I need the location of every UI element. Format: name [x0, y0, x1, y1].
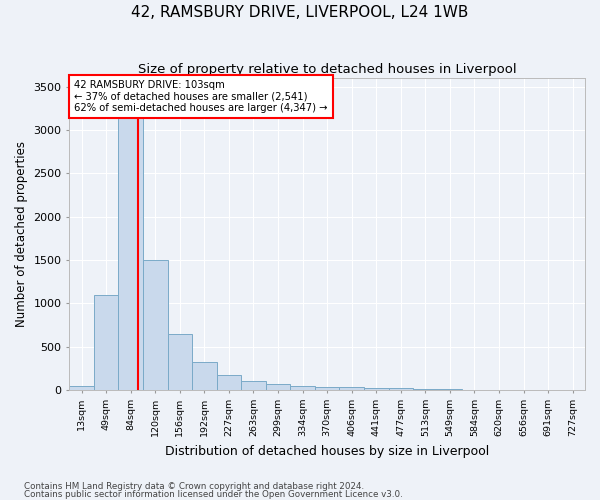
Bar — [167, 334, 192, 390]
Bar — [266, 384, 290, 390]
Bar — [94, 294, 118, 390]
Bar — [315, 386, 340, 390]
Bar — [143, 260, 167, 390]
Bar — [118, 93, 143, 390]
X-axis label: Distribution of detached houses by size in Liverpool: Distribution of detached houses by size … — [165, 444, 489, 458]
Bar — [192, 362, 217, 390]
Bar — [413, 389, 437, 390]
Bar — [70, 386, 94, 390]
Text: Contains HM Land Registry data © Crown copyright and database right 2024.: Contains HM Land Registry data © Crown c… — [24, 482, 364, 491]
Bar — [217, 375, 241, 390]
Text: 42 RAMSBURY DRIVE: 103sqm
← 37% of detached houses are smaller (2,541)
62% of se: 42 RAMSBURY DRIVE: 103sqm ← 37% of detac… — [74, 80, 328, 113]
Title: Size of property relative to detached houses in Liverpool: Size of property relative to detached ho… — [138, 62, 517, 76]
Bar — [290, 386, 315, 390]
Bar — [241, 382, 266, 390]
Bar — [364, 388, 389, 390]
Text: 42, RAMSBURY DRIVE, LIVERPOOL, L24 1WB: 42, RAMSBURY DRIVE, LIVERPOOL, L24 1WB — [131, 5, 469, 20]
Bar — [340, 387, 364, 390]
Text: Contains public sector information licensed under the Open Government Licence v3: Contains public sector information licen… — [24, 490, 403, 499]
Y-axis label: Number of detached properties: Number of detached properties — [15, 141, 28, 327]
Bar — [389, 388, 413, 390]
